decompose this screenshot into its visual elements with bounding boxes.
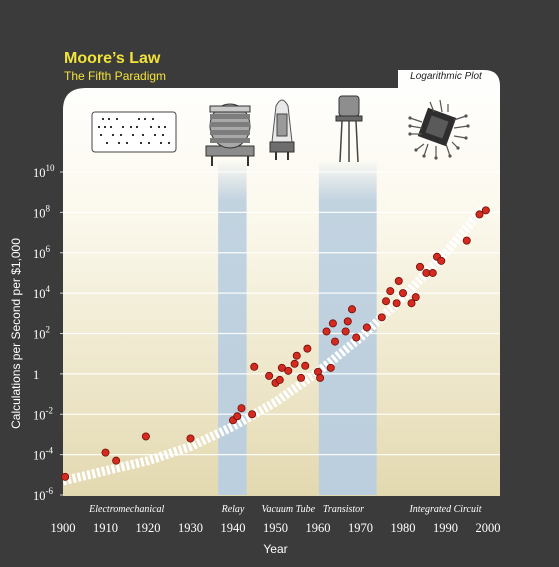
data-point [475,210,484,219]
y-tick-label: 102 [33,325,50,342]
y-tick-label: 10-6 [33,486,53,503]
data-point [248,410,257,419]
x-tick-label: 2000 [476,521,501,535]
logarithmic-plot-note: Logarithmic Plot [410,71,482,82]
y-axis-title: Calculations per Second per $1,000 [9,238,23,429]
y-tick-label: 1010 [33,163,55,180]
data-point [326,363,335,372]
relay-icon [205,103,255,166]
transistor-icon [335,95,363,163]
data-point [101,448,110,457]
x-axis-title: Year [263,542,287,556]
data-point [392,299,401,308]
x-tick-label: 1960 [306,521,331,535]
paradigm-label: Electromechanical [88,504,164,515]
data-point [316,373,325,382]
data-point [352,333,361,342]
data-point [407,299,416,308]
data-point [112,456,121,465]
data-point [322,327,331,336]
data-point [186,434,195,443]
x-tick-label: 1920 [136,521,161,535]
data-point [265,371,274,380]
x-tick-label: 1970 [348,521,373,535]
x-tick-label: 1940 [221,521,246,535]
paradigm-band-0 [218,160,247,495]
data-point [362,323,371,332]
y-tick-label: 10-2 [33,405,53,422]
x-tick-label: 1900 [51,521,76,535]
punch-card-icon [91,111,177,153]
data-point [481,206,490,215]
x-tick-label: 1950 [263,521,288,535]
y-tick-label: 108 [33,203,51,220]
chart-subtitle: The Fifth Paradigm [64,69,167,83]
data-point [233,412,242,421]
x-tick-label: 1990 [433,521,458,535]
data-point [394,277,403,286]
y-tick-label: 106 [33,244,51,261]
x-tick-label: 1910 [93,521,118,535]
paradigm-label: Vacuum Tube [261,504,315,515]
data-point [328,319,337,328]
data-point [381,297,390,306]
data-point [284,366,293,375]
data-point [462,236,471,245]
data-point [250,362,259,371]
data-point [290,359,299,368]
chart-title: Moore’s Law [64,50,161,67]
data-point [237,404,246,413]
y-tick-label: 104 [33,284,51,301]
data-point [296,373,305,382]
data-point [277,363,286,372]
data-point [398,289,407,298]
data-point [303,344,312,353]
x-tick-label: 1980 [391,521,416,535]
data-point [330,337,339,346]
paradigm-label: Transistor [323,504,364,515]
data-point [292,351,301,360]
data-point [415,262,424,271]
data-point [428,268,437,277]
data-point [347,305,356,314]
data-point [61,472,70,481]
data-point [343,317,352,326]
data-point [386,287,395,296]
data-point [341,327,350,336]
y-tick-label: 10-4 [33,446,53,463]
data-point [141,432,150,441]
plot-panel [63,70,500,496]
integrated-circuit-icon [408,99,470,160]
data-point [411,293,420,302]
data-point [275,375,284,384]
paradigm-label: Integrated Circuit [408,504,481,515]
paradigm-label: Relay [221,504,245,515]
data-point [301,361,310,370]
data-point [377,313,386,322]
data-point [437,256,446,265]
y-tick-label: 1 [33,368,39,382]
x-tick-label: 1930 [178,521,203,535]
vacuum-tube-icon [269,99,295,160]
